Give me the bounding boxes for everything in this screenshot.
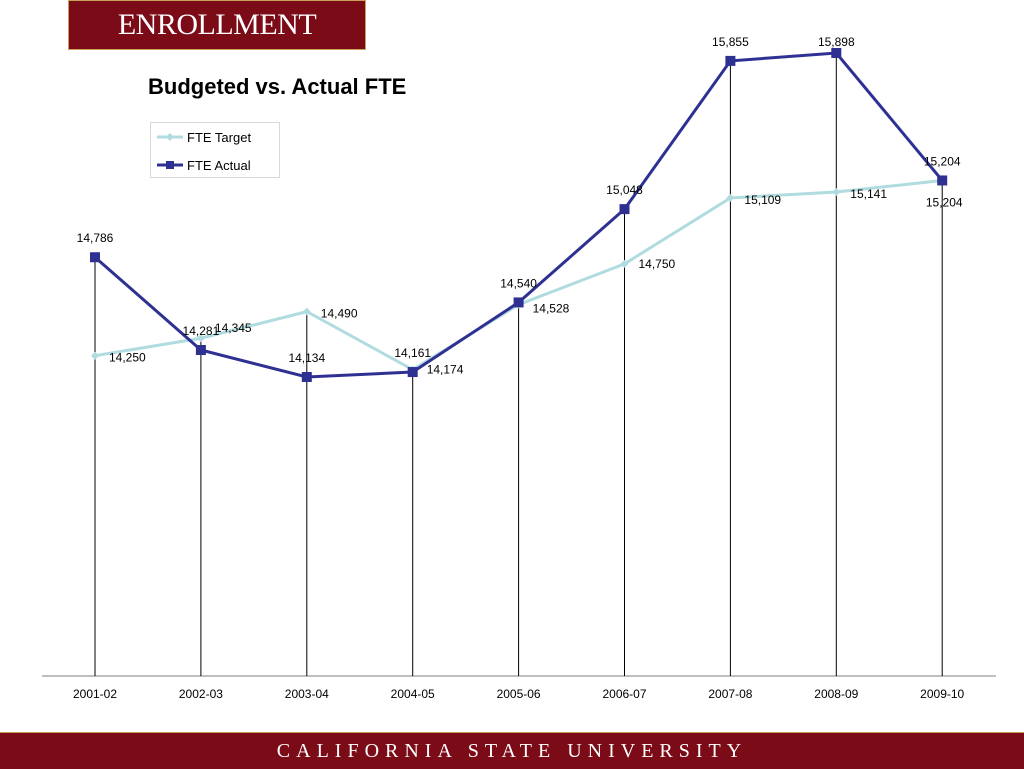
data-point-actual xyxy=(831,48,842,58)
x-tick-label: 2003-04 xyxy=(285,687,329,701)
legend-item-actual: FTE Actual xyxy=(151,155,279,175)
data-label-target: 14,345 xyxy=(215,321,252,335)
data-point-actual xyxy=(90,252,100,263)
chart-legend: FTE Target FTE Actual xyxy=(150,122,280,178)
data-label-target: 15,141 xyxy=(850,187,887,201)
data-point-actual xyxy=(301,372,312,382)
legend-label-target: FTE Target xyxy=(187,129,252,145)
x-tick-label: 2002-03 xyxy=(179,687,223,701)
x-tick-label: 2006-07 xyxy=(602,687,646,701)
x-tick-label: 2009-10 xyxy=(920,687,964,701)
data-point-actual xyxy=(725,55,736,66)
x-tick-label: 2004-05 xyxy=(391,687,435,701)
legend-marker-actual xyxy=(157,161,183,169)
data-label-actual: 14,540 xyxy=(500,276,537,290)
legend-marker-target xyxy=(157,133,183,141)
data-label-actual: 15,048 xyxy=(606,183,643,197)
data-point-target xyxy=(196,334,205,343)
x-tick-label: 2005-06 xyxy=(497,687,541,701)
data-label-target: 15,109 xyxy=(744,193,781,207)
legend-label-actual: FTE Actual xyxy=(187,157,251,173)
page-title: ENROLLMENT xyxy=(117,8,317,41)
data-point-actual xyxy=(407,367,418,378)
data-label-target: 14,490 xyxy=(321,307,358,321)
header-banner: ENROLLMENT xyxy=(68,0,366,50)
data-label-actual: 15,898 xyxy=(818,35,855,49)
x-tick-label: 2008-09 xyxy=(814,687,858,701)
data-label-actual: 14,786 xyxy=(77,231,114,245)
chart-title: Budgeted vs. Actual FTE xyxy=(148,74,407,99)
x-tick-label: 2007-08 xyxy=(708,687,752,701)
data-point-actual xyxy=(195,345,206,355)
data-point-target xyxy=(726,193,735,202)
footer-text: CALIFORNIA STATE UNIVERSITY xyxy=(276,739,748,762)
x-tick-label: 2001-02 xyxy=(73,687,117,701)
data-point-target xyxy=(91,351,99,360)
data-label-actual: 14,134 xyxy=(288,351,325,365)
data-label-actual: 14,281 xyxy=(183,324,220,338)
data-point-actual xyxy=(513,297,524,308)
legend-item-target: FTE Target xyxy=(151,127,279,147)
footer-banner: CALIFORNIA STATE UNIVERSITY xyxy=(0,732,1024,769)
data-point-actual xyxy=(937,175,948,186)
data-label-target: 14,174 xyxy=(427,363,464,377)
data-label-target: 15,204 xyxy=(926,195,963,209)
data-point-actual xyxy=(619,204,630,215)
data-label-target: 14,250 xyxy=(109,351,146,365)
data-point-target xyxy=(620,259,629,268)
data-label-actual: 15,855 xyxy=(712,35,749,49)
data-label-target: 14,750 xyxy=(639,257,676,271)
line-chart: 2001-02 2002-03 2003-04 2004-05 2005-06 2006-… xyxy=(42,35,996,701)
data-point-target xyxy=(832,188,841,197)
data-label-actual: 14,161 xyxy=(394,346,431,360)
data-label-target: 14,528 xyxy=(533,302,570,316)
data-label-actual: 15,204 xyxy=(924,154,961,168)
data-point-target xyxy=(302,307,311,316)
